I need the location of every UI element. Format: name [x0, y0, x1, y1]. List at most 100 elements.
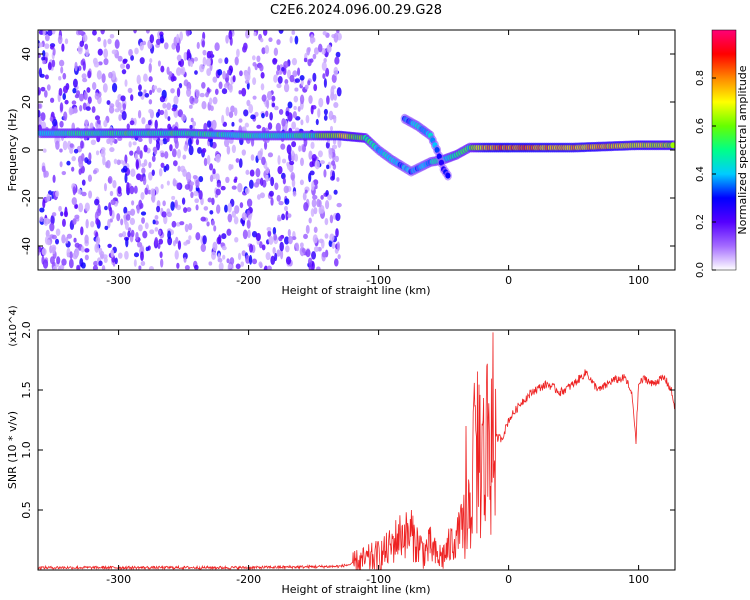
noise-blob [148, 161, 152, 169]
noise-blob [212, 76, 218, 83]
noise-blob [315, 118, 319, 126]
noise-blob [274, 182, 279, 190]
noise-blob [199, 92, 205, 98]
noise-blob [326, 44, 332, 53]
noise-blob [211, 119, 217, 130]
noise-blob [61, 258, 67, 266]
noise-blob [261, 244, 266, 251]
noise-blob [299, 74, 305, 81]
noise-blob [305, 224, 310, 234]
noise-blob [183, 257, 187, 263]
noise-blob [114, 108, 120, 113]
noise-blob [283, 236, 290, 245]
noise-blob [324, 200, 330, 210]
noise-blob [44, 170, 49, 178]
noise-blob [283, 61, 289, 69]
snr-marks [38, 332, 675, 570]
noise-blob [225, 176, 230, 184]
noise-blob [170, 88, 175, 94]
noise-blob [84, 254, 89, 261]
noise-blob [233, 216, 239, 225]
noise-blob [143, 89, 147, 94]
noise-blob [233, 178, 238, 183]
noise-blob [212, 96, 218, 105]
noise-blob [155, 38, 162, 45]
noise-blob [176, 182, 181, 190]
noise-blob [44, 43, 50, 49]
noise-blob [55, 228, 61, 236]
noise-blob [308, 172, 312, 183]
colorbar-ticks: 0.0 0.2 0.4 0.6 0.8 [695, 70, 716, 278]
noise-blob [186, 207, 192, 212]
noise-blob [38, 103, 42, 109]
noise-blob [79, 40, 85, 47]
colorbar-gradient [712, 30, 736, 270]
noise-blob [201, 81, 206, 89]
noise-blob [55, 238, 60, 245]
noise-blob [200, 216, 206, 222]
noise-blob [276, 194, 281, 202]
noise-blob [307, 257, 313, 266]
noise-blob [130, 208, 136, 216]
noise-blob [248, 254, 253, 265]
noise-blob [177, 240, 182, 250]
y-tick-label: -20 [20, 189, 33, 207]
noise-blob [235, 263, 241, 270]
noise-blob [238, 118, 243, 123]
noise-blob [234, 236, 239, 243]
noise-blob [160, 258, 164, 268]
noise-blob [186, 87, 192, 97]
noise-blob [140, 192, 145, 200]
noise-blob [181, 113, 187, 122]
noise-blob [188, 222, 193, 231]
noise-blob [156, 87, 162, 93]
noise-blob [144, 187, 149, 195]
noise-blob [285, 256, 292, 265]
noise-blob [288, 152, 292, 162]
noise-blob [241, 250, 246, 257]
noise-blob [308, 150, 313, 160]
noise-blob [59, 148, 63, 153]
noise-blob [136, 74, 141, 85]
noise-blob [297, 106, 301, 112]
noise-blob [291, 141, 297, 148]
noise-blob [102, 155, 106, 166]
noise-blob [319, 160, 325, 165]
noise-blob [259, 192, 265, 199]
noise-blob [159, 109, 165, 116]
noise-blob [120, 95, 126, 102]
noise-blob [294, 87, 299, 92]
noise-blob [92, 265, 99, 270]
noise-blob [176, 33, 180, 43]
noise-blob [62, 92, 67, 101]
noise-blob [298, 145, 302, 152]
noise-blob [130, 229, 135, 238]
noise-blob [101, 264, 106, 270]
noise-blob [61, 43, 65, 52]
noise-blob [61, 234, 66, 244]
noise-blob [72, 78, 78, 88]
noise-blob [114, 257, 118, 265]
noise-blob [287, 228, 291, 237]
noise-blob [103, 120, 108, 128]
noise-blob [169, 144, 173, 152]
noise-blob [244, 72, 250, 81]
noise-blob [267, 122, 273, 130]
noise-blob [81, 179, 86, 186]
noise-blob [51, 30, 56, 35]
noise-blob [333, 101, 339, 108]
y-tick-label: 2.0 [20, 321, 33, 339]
noise-blob [260, 71, 265, 79]
noise-blob [278, 108, 284, 115]
noise-blob [158, 168, 163, 177]
noise-blob [221, 88, 228, 95]
noise-blob [106, 138, 111, 145]
noise-blob [260, 83, 265, 91]
noise-blob [277, 76, 283, 84]
x-tick-label: -200 [236, 573, 261, 586]
noise-blob [294, 78, 301, 83]
colorbar-tick-label: 0.0 [695, 262, 706, 278]
noise-blob [159, 95, 166, 103]
noise-blob [100, 30, 105, 35]
noise-blob [274, 105, 279, 111]
